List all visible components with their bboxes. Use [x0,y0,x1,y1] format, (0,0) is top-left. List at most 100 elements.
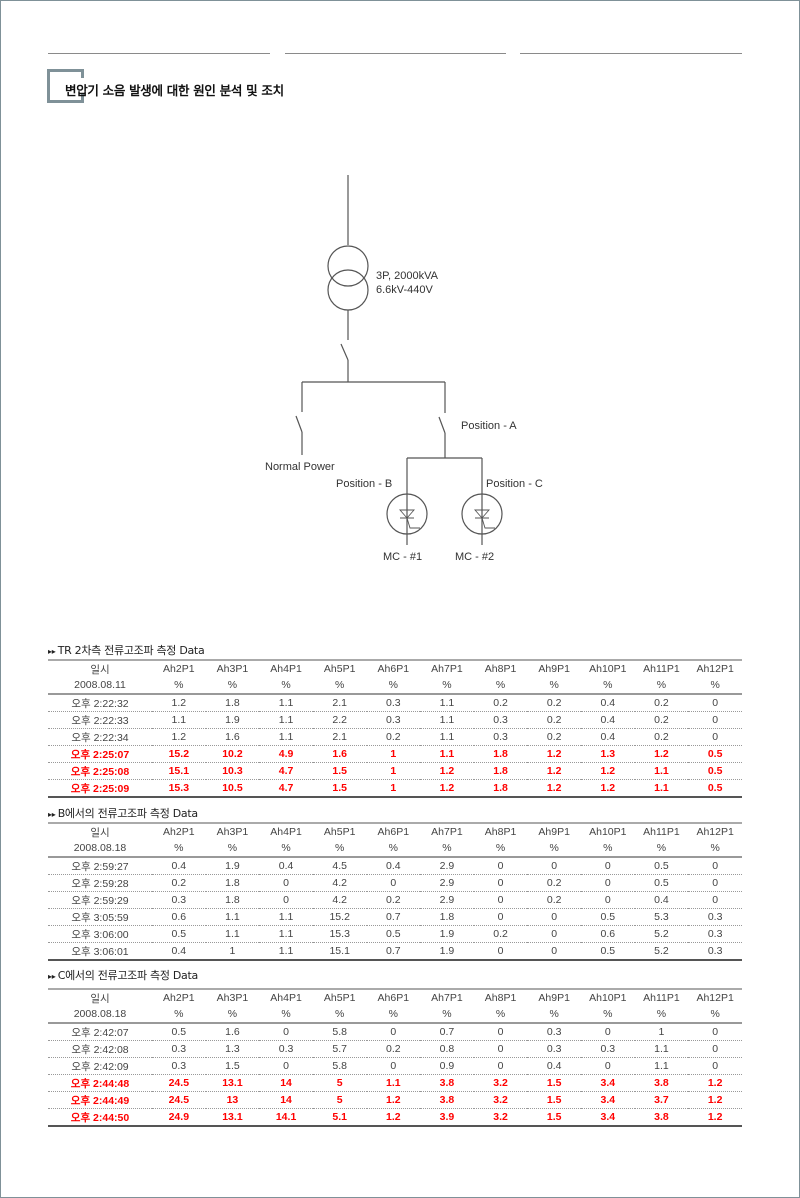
column-header: Ah2P1 [163,992,195,1004]
value-cell: 1 [205,942,260,961]
value-cell: 3.4 [581,1074,635,1092]
value-cell: 2.1 [312,694,367,712]
value-cell: 0.2 [527,711,581,729]
value-cell: 1.2 [527,779,581,798]
value-cell: 0 [688,857,742,875]
time-cell: 오후 2:42:08 [48,1040,152,1058]
value-cell: 0 [581,1057,635,1075]
value-cell: 0.2 [366,1040,421,1058]
value-cell: 1.2 [688,1074,742,1092]
value-cell: 0.4 [527,1057,581,1075]
date-header: 2008.08.18 [48,1006,152,1024]
column-header: Ah7P1 [431,992,463,1004]
value-cell: 1.1 [205,908,260,926]
value-cell: 3.4 [581,1091,635,1109]
value-cell: 0 [688,694,742,712]
time-cell: 오후 2:44:50 [48,1108,152,1127]
value-cell: 1.1 [205,925,260,943]
unit-header: % [312,677,367,695]
table-row: 오후 3:06:00 0.5 1.1 1.1 15.3 0.5 1.9 0.2 0 0.6 5.2 0… [48,925,742,943]
column-header: Ah11P1 [643,663,680,675]
value-cell: 2.9 [420,874,474,892]
value-cell: 0.4 [366,857,421,875]
value-cell: 0 [688,891,742,909]
value-cell: 0.5 [634,874,689,892]
value-cell: 1.1 [366,1074,421,1092]
unit-row: 2008.08.11%%%%%%%%%%% [48,677,742,695]
title-bracket-icon [47,69,84,103]
value-cell: 24.9 [152,1108,206,1127]
section-title-text: C에서의 전류고조파 측정 Data [57,969,199,982]
header-row: 일시 Ah2P1 Ah3P1 Ah4P1 Ah5P1 Ah6P1 Ah7P1 Ah8P1 Ah9… [48,823,742,840]
value-cell: 1.1 [259,942,313,961]
unit-header: % [366,677,421,695]
value-cell: 1.9 [205,711,260,729]
date-header: 2008.08.11 [48,677,152,695]
unit-header: % [366,1006,421,1024]
unit-header: % [259,677,313,695]
section-title: ▸▸ TR 2차측 전류고조파 측정 Data [48,642,205,658]
column-header: Ah12P1 [696,663,734,675]
switch-icon [340,343,349,361]
column-header: 일시 [90,826,110,839]
time-cell: 오후 2:22:32 [48,694,152,712]
value-cell: 1.8 [420,908,474,926]
column-header: Ah7P1 [431,663,463,675]
value-cell: 1.3 [205,1040,260,1058]
value-cell: 24.5 [152,1091,206,1109]
column-header: Ah6P1 [377,663,410,675]
time-cell: 오후 2:59:27 [48,857,152,875]
transformer-spec: 6.6kV-440V [376,284,434,296]
column-header: Ah2P1 [163,663,195,675]
value-cell: 0.5 [581,908,635,926]
value-cell: 0.5 [152,925,206,943]
double-arrow-icon: ▸▸ [48,810,58,819]
value-cell: 0.3 [688,942,742,961]
value-cell: 0.2 [366,728,421,746]
value-cell: 4.9 [259,745,313,763]
value-cell: 0.2 [527,728,581,746]
time-cell: 오후 2:44:49 [48,1091,152,1109]
value-cell: 0.4 [152,857,206,875]
table-row: 오후 2:42:08 0.3 1.3 0.3 5.7 0.2 0.8 0 0.3 0.3 1.1 0 [48,1040,742,1058]
value-cell: 0 [581,891,635,909]
value-cell: 1.9 [205,857,260,875]
value-cell: 0.5 [634,857,689,875]
unit-header: % [205,840,260,858]
value-cell: 1.1 [634,1040,689,1058]
value-cell: 0 [366,1023,421,1041]
table-row: 오후 2:59:28 0.2 1.8 0 4.2 0 2.9 0 0.2 0 0.5 0 [48,874,742,892]
value-cell: 1.1 [420,728,474,746]
value-cell: 5.3 [634,908,689,926]
value-cell: 3.7 [634,1091,689,1109]
value-cell: 0.4 [581,694,635,712]
value-cell: 24.5 [152,1074,206,1092]
column-header: Ah10P1 [589,992,627,1004]
column-header: Ah12P1 [696,826,734,838]
column-header: 일시 [90,663,110,676]
value-cell: 0.4 [581,728,635,746]
value-cell: 15.2 [312,908,367,926]
column-header: Ah8P1 [484,663,517,675]
value-cell: 1.2 [420,779,474,798]
unit-header: % [527,1006,581,1024]
value-cell: 1.1 [259,728,313,746]
value-cell: 0.3 [366,711,421,729]
value-cell: 14 [259,1074,313,1092]
column-header: Ah12P1 [696,992,734,1004]
value-cell: 1 [634,1023,689,1041]
value-cell: 1.1 [634,762,689,780]
value-cell: 1.8 [473,779,528,798]
value-cell: 3.2 [473,1108,528,1127]
unit-header: % [473,840,528,858]
value-cell: 1.5 [527,1108,581,1127]
time-cell: 오후 3:06:01 [48,942,152,961]
time-cell: 오후 2:42:07 [48,1023,152,1041]
time-cell: 오후 2:22:34 [48,728,152,746]
time-cell: 오후 2:59:28 [48,874,152,892]
value-cell: 1.5 [527,1074,581,1092]
value-cell: 1.5 [312,762,367,780]
value-cell: 0 [259,874,313,892]
value-cell: 1.6 [312,745,367,763]
unit-header: % [473,677,528,695]
